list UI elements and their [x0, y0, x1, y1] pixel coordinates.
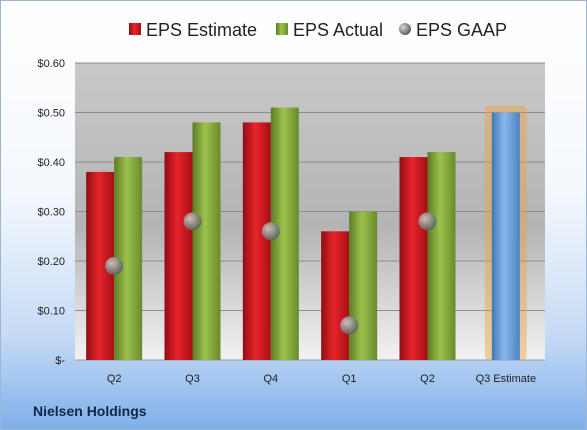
eps-estimate-bar [164, 152, 193, 360]
y-tick-label: $0.10 [37, 306, 65, 318]
y-tick-label: $0.30 [37, 207, 65, 219]
company-name: Nielsen Holdings [33, 403, 147, 419]
legend-eps-estimate-swatch [129, 23, 141, 35]
eps-gaap-marker [261, 222, 280, 241]
legend-eps-gaap-swatch [399, 23, 411, 35]
eps-gaap-marker [183, 212, 202, 231]
y-tick-label: $0.50 [37, 108, 65, 120]
y-tick-label: $0.20 [37, 256, 65, 268]
eps-actual-bar [427, 152, 456, 360]
eps-gaap-marker [418, 212, 437, 231]
legend-eps-estimate-label: EPS Estimate [146, 20, 257, 40]
gaap-markers [105, 212, 437, 335]
legend-eps-actual-label: EPS Actual [293, 20, 383, 40]
x-tick-label: Q4 [263, 373, 278, 385]
y-tick-label: $0.60 [37, 58, 65, 70]
legend: EPS Estimate EPS Actual EPS GAAP [129, 20, 507, 40]
x-tick-label: Q2 [107, 373, 122, 385]
x-axis-ticks: Q2 Q3 Q4 Q1 Q2 Q3 Estimate [107, 373, 536, 385]
x-tick-label: Q3 [185, 373, 200, 385]
eps-next-estimate-bar [491, 112, 520, 360]
y-axis-ticks: $- $0.10 $0.20 $0.30 $0.40 $0.50 $0.60 [37, 58, 65, 367]
y-tick-label: $0.40 [37, 157, 65, 169]
x-tick-label: Q1 [342, 373, 357, 385]
eps-estimate-bar [321, 231, 350, 360]
x-tick-label: Q2 [420, 373, 435, 385]
eps-actual-bar [192, 122, 221, 361]
legend-eps-gaap-label: EPS GAAP [416, 20, 507, 40]
eps-estimate-bar [242, 122, 271, 361]
eps-gaap-marker [105, 256, 124, 275]
eps-gaap-marker [340, 316, 359, 335]
eps-estimate-bar [399, 157, 428, 360]
legend-eps-actual-swatch [276, 23, 288, 35]
y-tick-label: $- [55, 355, 65, 367]
x-tick-label: Q3 Estimate [476, 373, 537, 385]
gridlines [75, 62, 545, 361]
eps-actual-bar [349, 211, 378, 360]
